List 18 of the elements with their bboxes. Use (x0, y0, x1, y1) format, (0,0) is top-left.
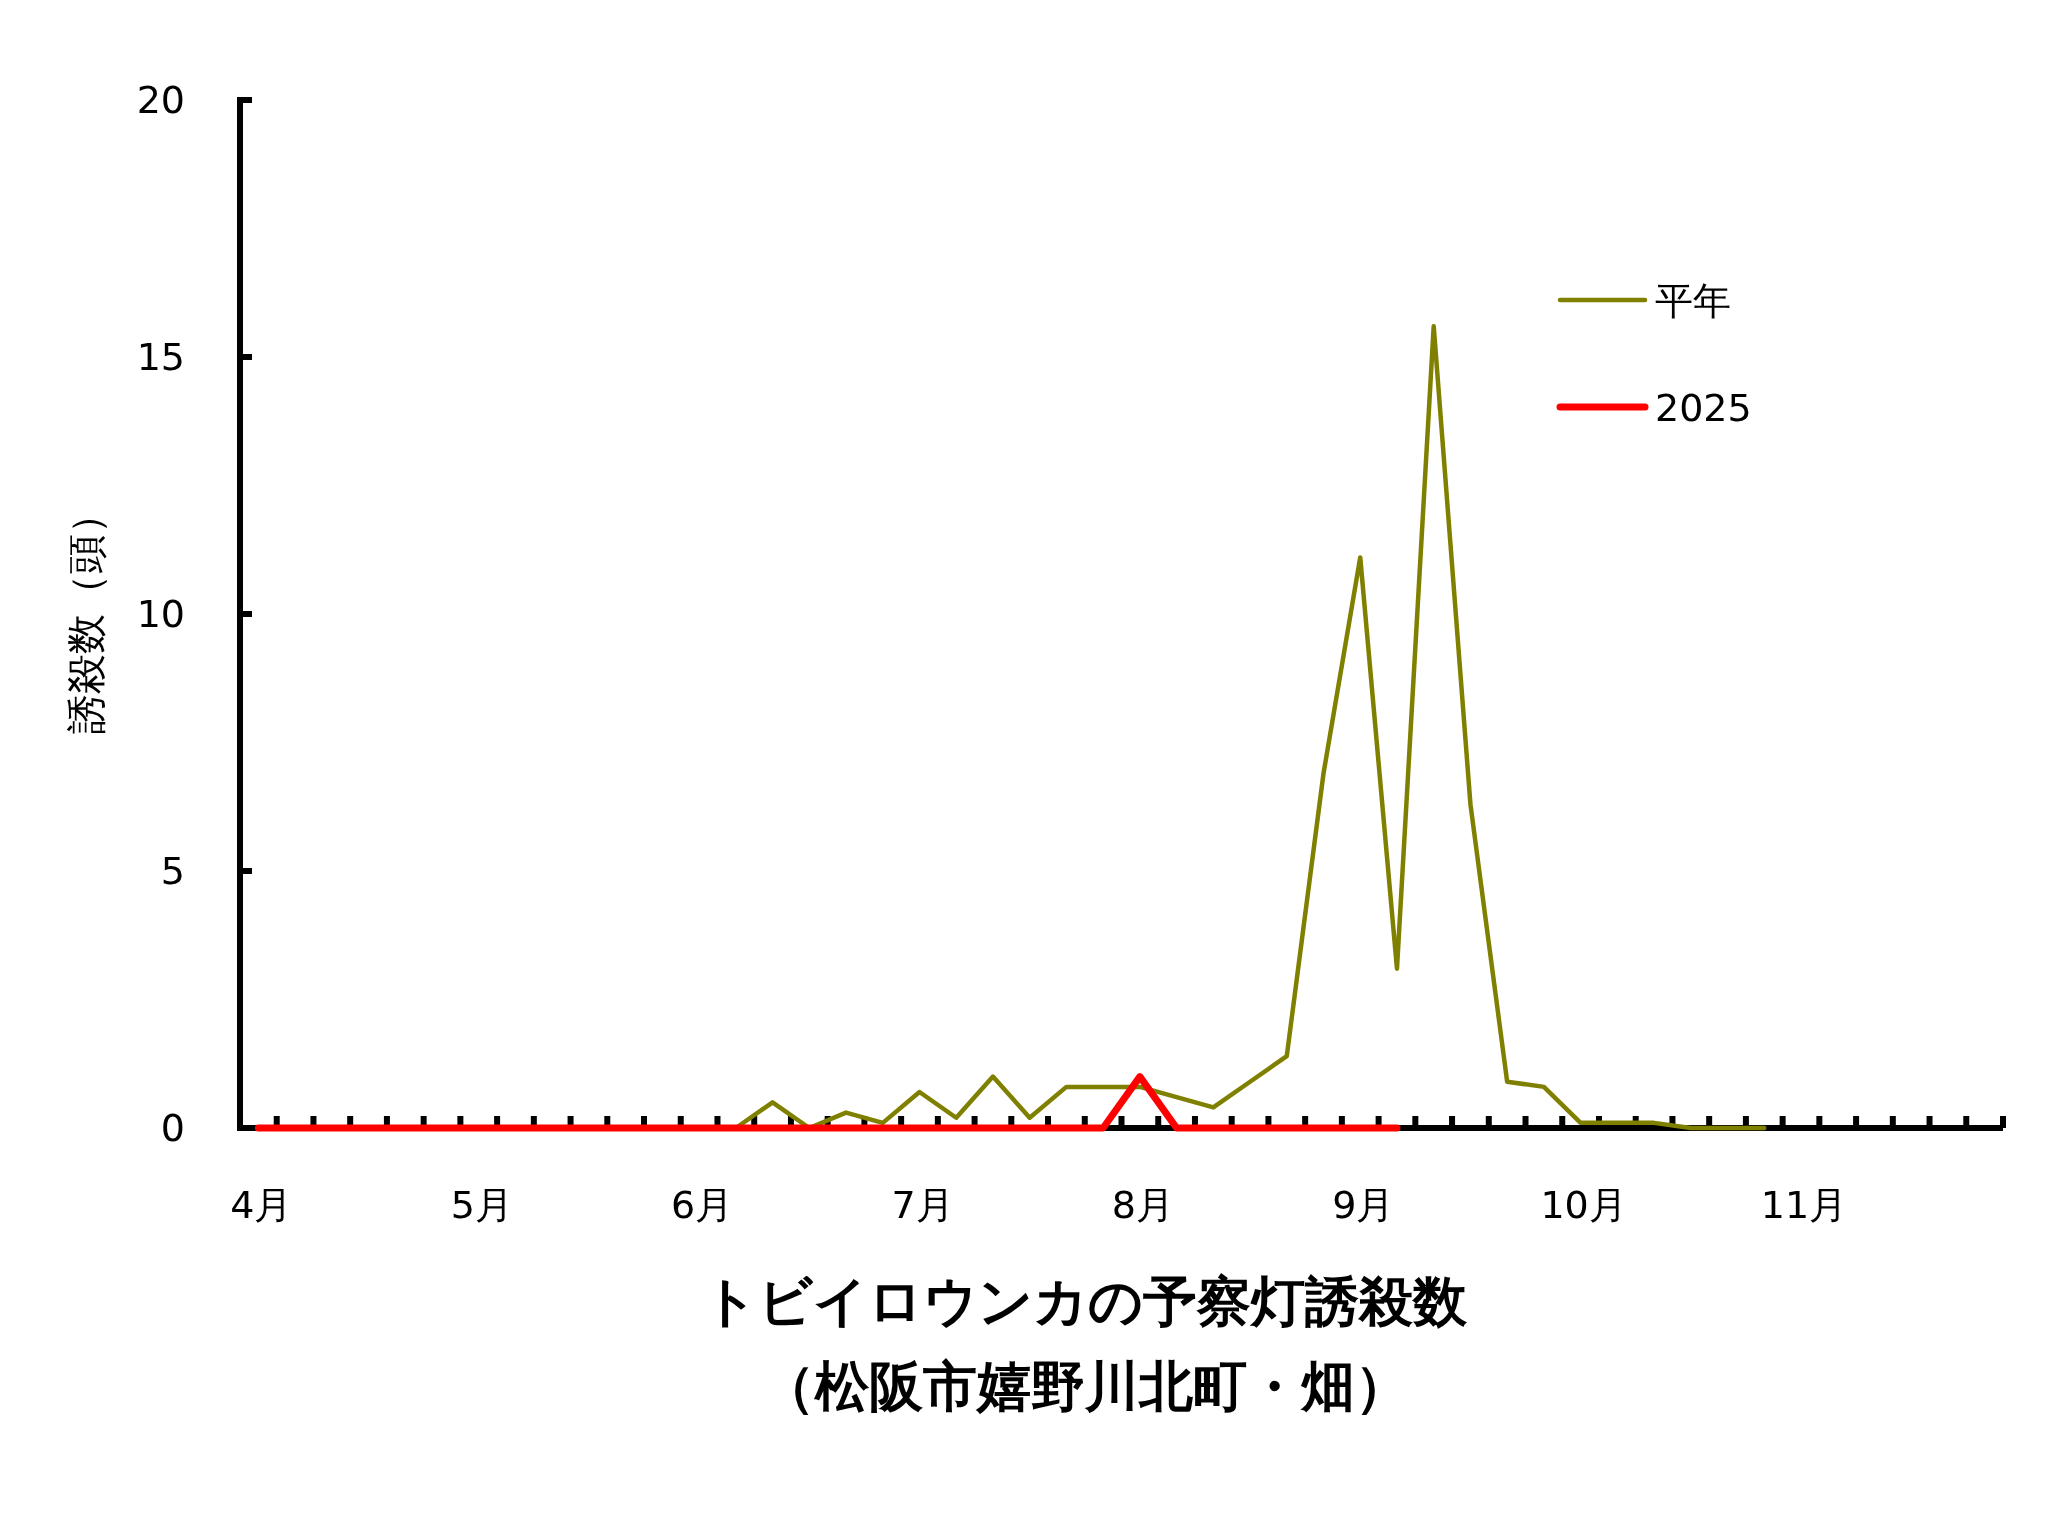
y-tick-label: 5 (160, 849, 185, 893)
y-tick-label: 20 (136, 78, 185, 122)
legend-label: 2025 (1655, 386, 1752, 430)
x-tick-label: 8月 (1111, 1183, 1174, 1227)
y-tick-label: 0 (160, 1106, 185, 1150)
text: トビイロウンカの予察灯誘殺数 (703, 1270, 1468, 1333)
x-tick-label: 7月 (891, 1183, 954, 1227)
x-tick-label: 11月 (1760, 1183, 1848, 1227)
legend-label: 平年 (1655, 279, 1731, 323)
y-tick-label: 15 (136, 335, 185, 379)
x-tick-label: 5月 (450, 1183, 513, 1227)
y-axis-title: 誘殺数（頭） (63, 494, 109, 734)
text: （松阪市嬉野川北町・畑） (761, 1355, 1409, 1418)
y-tick-label: 10 (136, 592, 185, 636)
x-tick-label: 9月 (1332, 1183, 1395, 1227)
x-tick-label: 10月 (1540, 1183, 1627, 1227)
x-tick-label: 6月 (671, 1183, 734, 1227)
x-tick-label: 4月 (230, 1183, 293, 1227)
